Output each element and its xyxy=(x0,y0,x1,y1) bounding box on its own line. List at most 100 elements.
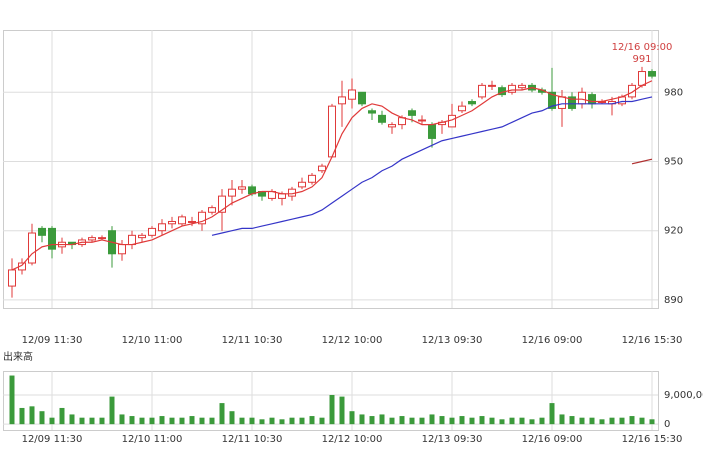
volume-bar xyxy=(579,417,585,425)
candle-body xyxy=(568,96,576,109)
volume-bar xyxy=(499,419,505,425)
volume-bar xyxy=(319,417,325,425)
x-tick-label: 12/13 09:30 xyxy=(422,335,483,346)
candle-body xyxy=(328,105,336,158)
volume-bar xyxy=(429,414,435,425)
candle-body xyxy=(238,186,246,190)
volume-bar xyxy=(439,416,445,425)
moving-average-line xyxy=(211,96,653,236)
volume-bar xyxy=(539,417,545,425)
candle-body xyxy=(358,91,366,105)
volume-bar xyxy=(519,417,525,425)
volume-bar xyxy=(359,414,365,425)
volume-bar xyxy=(239,417,245,425)
candle-body xyxy=(228,188,236,197)
candle-body xyxy=(488,84,496,87)
x-tick-label: 12/11 10:30 xyxy=(222,434,283,445)
candle-body xyxy=(548,91,556,109)
volume-title: 出来高 xyxy=(3,350,33,363)
candle-body xyxy=(378,114,386,123)
volume-bar xyxy=(79,417,85,425)
volume-bar xyxy=(309,416,315,425)
annotation-label: 12/16 09:00 xyxy=(612,42,673,53)
volume-bar xyxy=(449,417,455,425)
x-tick-label: 12/16 09:00 xyxy=(522,335,583,346)
volume-bar xyxy=(329,394,335,425)
volume-bar xyxy=(339,396,345,425)
volume-bar xyxy=(459,416,465,425)
x-tick-label: 12/10 11:00 xyxy=(122,434,183,445)
candle-body xyxy=(628,84,636,98)
volume-bar xyxy=(549,403,555,425)
volume-bar xyxy=(649,419,655,425)
x-tick-label: 12/12 10:00 xyxy=(322,335,383,346)
candle-body xyxy=(478,84,486,98)
volume-bar xyxy=(119,414,125,425)
volume-bar xyxy=(249,417,255,425)
candle-body xyxy=(388,124,396,128)
volume-bar xyxy=(59,407,65,425)
candle-body xyxy=(518,84,526,89)
y-tick-label: 9,000,000 xyxy=(664,390,703,401)
candle-body xyxy=(308,174,316,183)
candle-body xyxy=(98,237,106,240)
candle-body xyxy=(578,91,586,105)
y-tick-label: 890 xyxy=(664,295,683,306)
x-tick-label: 12/10 11:00 xyxy=(122,335,183,346)
x-tick-label: 12/16 09:00 xyxy=(522,434,583,445)
candle-body xyxy=(648,71,656,77)
candle-body xyxy=(178,216,186,225)
volume-bar xyxy=(39,411,45,425)
volume-bar xyxy=(629,416,635,425)
volume-bar xyxy=(69,414,75,425)
volume-bar xyxy=(619,417,625,425)
candle-body xyxy=(318,165,326,172)
candle-body xyxy=(588,94,596,105)
volume-bar xyxy=(419,417,425,425)
candle-body xyxy=(338,96,346,105)
x-tick-label: 12/13 09:30 xyxy=(422,434,483,445)
volume-bar xyxy=(149,417,155,425)
x-tick-label: 12/09 11:30 xyxy=(22,434,83,445)
volume-bar xyxy=(379,414,385,425)
candle-body xyxy=(148,227,156,236)
candle-body xyxy=(28,232,36,264)
volume-bar xyxy=(89,417,95,425)
volume-bar xyxy=(369,416,375,425)
x-tick-label: 12/09 11:30 xyxy=(22,335,83,346)
candle-body xyxy=(418,119,426,122)
volume-bar xyxy=(279,419,285,425)
moving-average-line xyxy=(11,80,653,271)
volume-bar xyxy=(639,417,645,425)
volume-bar xyxy=(589,417,595,425)
candle-body xyxy=(118,244,126,255)
y-tick-label: 980 xyxy=(664,87,683,98)
candle-body xyxy=(408,110,416,116)
moving-average-line xyxy=(631,158,653,165)
candle-body xyxy=(48,227,56,250)
candle-body xyxy=(368,110,376,114)
volume-bar xyxy=(259,419,265,425)
volume-bar xyxy=(289,417,295,425)
candle-body xyxy=(8,269,16,287)
y-tick-label: 0 xyxy=(664,419,670,430)
volume-bar xyxy=(399,416,405,425)
candle-body xyxy=(428,124,436,139)
x-tick-label: 12/11 10:30 xyxy=(222,335,283,346)
x-tick-label: 12/16 15:30 xyxy=(622,434,683,445)
volume-bar xyxy=(569,416,575,425)
volume-bar xyxy=(19,407,25,425)
volume-bar xyxy=(9,375,15,425)
candle-body xyxy=(198,211,206,225)
candle-body xyxy=(348,89,356,100)
volume-bar xyxy=(29,406,35,425)
candle-body xyxy=(298,181,306,188)
y-tick-label: 950 xyxy=(664,157,683,168)
volume-bar xyxy=(509,417,515,425)
candle-body xyxy=(208,207,216,213)
volume-bar xyxy=(169,417,175,425)
volume-bar xyxy=(479,416,485,425)
candle-body xyxy=(188,220,196,223)
volume-bar xyxy=(189,416,195,425)
